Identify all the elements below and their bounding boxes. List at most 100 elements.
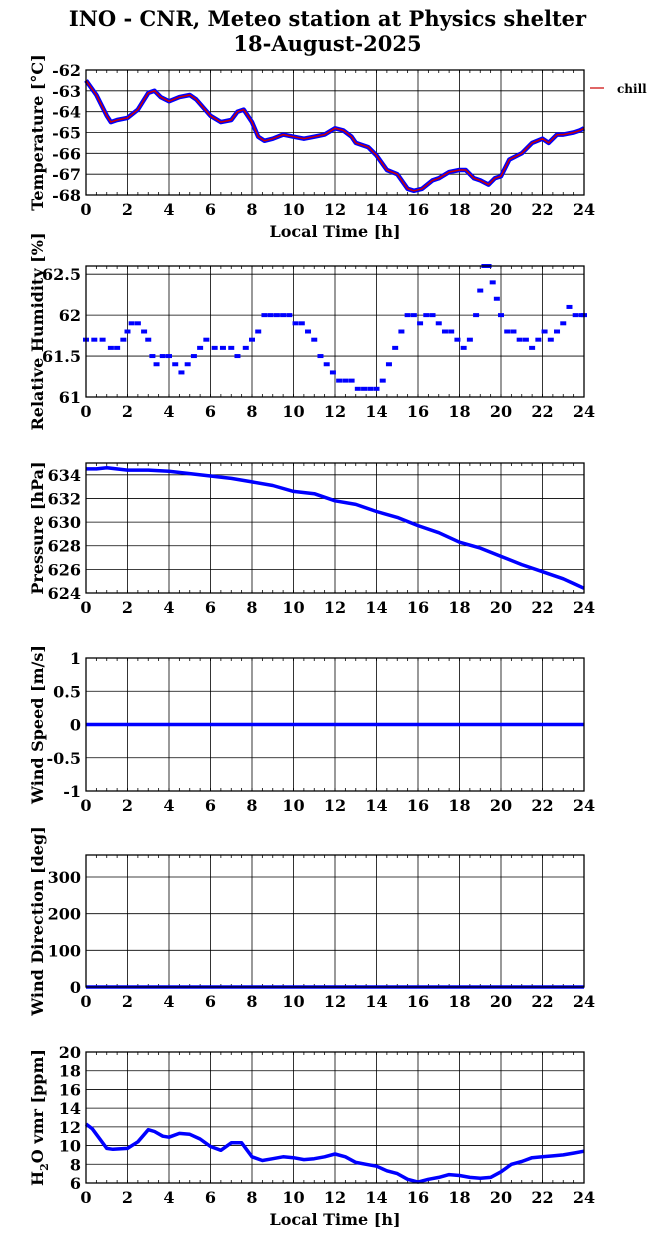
data-point [504, 329, 511, 334]
y-axis-label-wind_speed: Wind Speed [m/s] [28, 645, 47, 805]
y-tick-label: -63 [52, 82, 81, 101]
x-tick-label: 20 [490, 402, 512, 421]
x-tick-label: 22 [531, 200, 553, 219]
x-tick-label: 4 [163, 402, 174, 421]
data-point [566, 304, 573, 309]
data-point [354, 386, 361, 391]
x-tick-label: 2 [122, 796, 133, 815]
x-tick-label: 12 [324, 1188, 346, 1207]
y-tick-label: -65 [52, 124, 81, 143]
x-tick-label: 10 [282, 796, 304, 815]
data-point [392, 345, 399, 350]
x-tick-label: 14 [365, 598, 387, 617]
data-point [120, 337, 127, 342]
x-tick-label: 0 [80, 1188, 91, 1207]
x-tick-label: 18 [448, 992, 470, 1011]
data-point [91, 337, 98, 342]
data-point [473, 313, 480, 318]
y-tick-label: 630 [48, 513, 81, 532]
data-point [249, 337, 255, 342]
data-point [190, 354, 197, 359]
x-tick-label: 0 [80, 598, 91, 617]
data-point [292, 321, 299, 326]
y-tick-label: -0.5 [47, 749, 81, 768]
x-tick-label: 0 [80, 402, 91, 421]
data-point [510, 329, 517, 334]
series-line-h2o [84, 1122, 585, 1184]
plot-frame [85, 1051, 585, 1184]
y-tick-label: -1 [63, 782, 81, 801]
x-tick-label: 24 [573, 402, 595, 421]
data-point [498, 313, 504, 318]
x-tick-label: 6 [205, 992, 216, 1011]
data-point [153, 362, 160, 367]
x-tick-label: 10 [282, 1188, 304, 1207]
x-tick-label: 8 [246, 796, 257, 815]
data-point [522, 337, 529, 342]
y-tick-label: 634 [48, 466, 81, 485]
x-tick-label: 10 [282, 992, 304, 1011]
x-tick-label: 6 [205, 598, 216, 617]
x-tick-label: 8 [246, 1188, 257, 1207]
data-point [441, 329, 448, 334]
x-tick-label: 24 [573, 598, 595, 617]
x-tick-label: 22 [531, 992, 553, 1011]
x-tick-label: 12 [324, 402, 346, 421]
y-tick-label: 100 [48, 941, 81, 960]
data-point [211, 345, 218, 350]
data-point [493, 296, 500, 301]
data-point [454, 337, 461, 342]
data-point [242, 345, 249, 350]
x-tick-label: 14 [365, 1188, 387, 1207]
x-tick-label: 8 [246, 992, 257, 1011]
y-axis-label-temperature: Temperature [°C] [28, 54, 47, 210]
data-point [219, 345, 226, 350]
data-point [178, 370, 185, 375]
y-tick-label: 6 [70, 1174, 81, 1193]
legend-label: chill [617, 82, 647, 96]
x-tick-label: 18 [448, 402, 470, 421]
x-tick-label: 22 [531, 598, 553, 617]
x-tick-label: 16 [407, 992, 429, 1011]
y-tick-label: 0 [70, 978, 81, 997]
x-tick-label: 10 [282, 598, 304, 617]
data-point [342, 378, 349, 383]
plot-frame [85, 265, 585, 398]
data-point [141, 329, 148, 334]
x-tick-label: 4 [163, 992, 174, 1011]
x-tick-label: 16 [407, 796, 429, 815]
data-point [448, 329, 455, 334]
data-point [114, 345, 121, 350]
x-tick-label: 20 [490, 796, 512, 815]
x-tick-label: 14 [365, 992, 387, 1011]
y-tick-label: 16 [59, 1080, 81, 1099]
y-tick-label: 300 [48, 868, 81, 887]
y-tick-label: -67 [52, 165, 81, 184]
data-point [398, 329, 405, 334]
plot-frame [85, 657, 585, 792]
x-tick-label: 8 [246, 598, 257, 617]
x-tick-label: 14 [365, 796, 387, 815]
data-point [128, 321, 135, 326]
x-tick-label: 0 [80, 992, 91, 1011]
y-tick-label: 0.5 [53, 682, 81, 701]
x-tick-label: 22 [531, 402, 553, 421]
data-point [124, 329, 131, 334]
data-point [317, 354, 324, 359]
data-point [435, 321, 442, 326]
y-tick-label: -62 [52, 61, 81, 80]
data-point [404, 313, 411, 318]
y-axis-label-wind_direction: Wind Direction [deg] [28, 826, 47, 1017]
plot-frame [85, 854, 585, 988]
data-point [423, 313, 430, 318]
data-point [149, 354, 156, 359]
x-tick-label: 6 [205, 1188, 216, 1207]
data-point [348, 378, 355, 383]
x-tick-label: 4 [163, 796, 174, 815]
x-tick-label: 24 [573, 992, 595, 1011]
x-tick-label: 10 [282, 200, 304, 219]
y-tick-label: 626 [48, 560, 81, 579]
x-tick-label: 20 [490, 992, 512, 1011]
